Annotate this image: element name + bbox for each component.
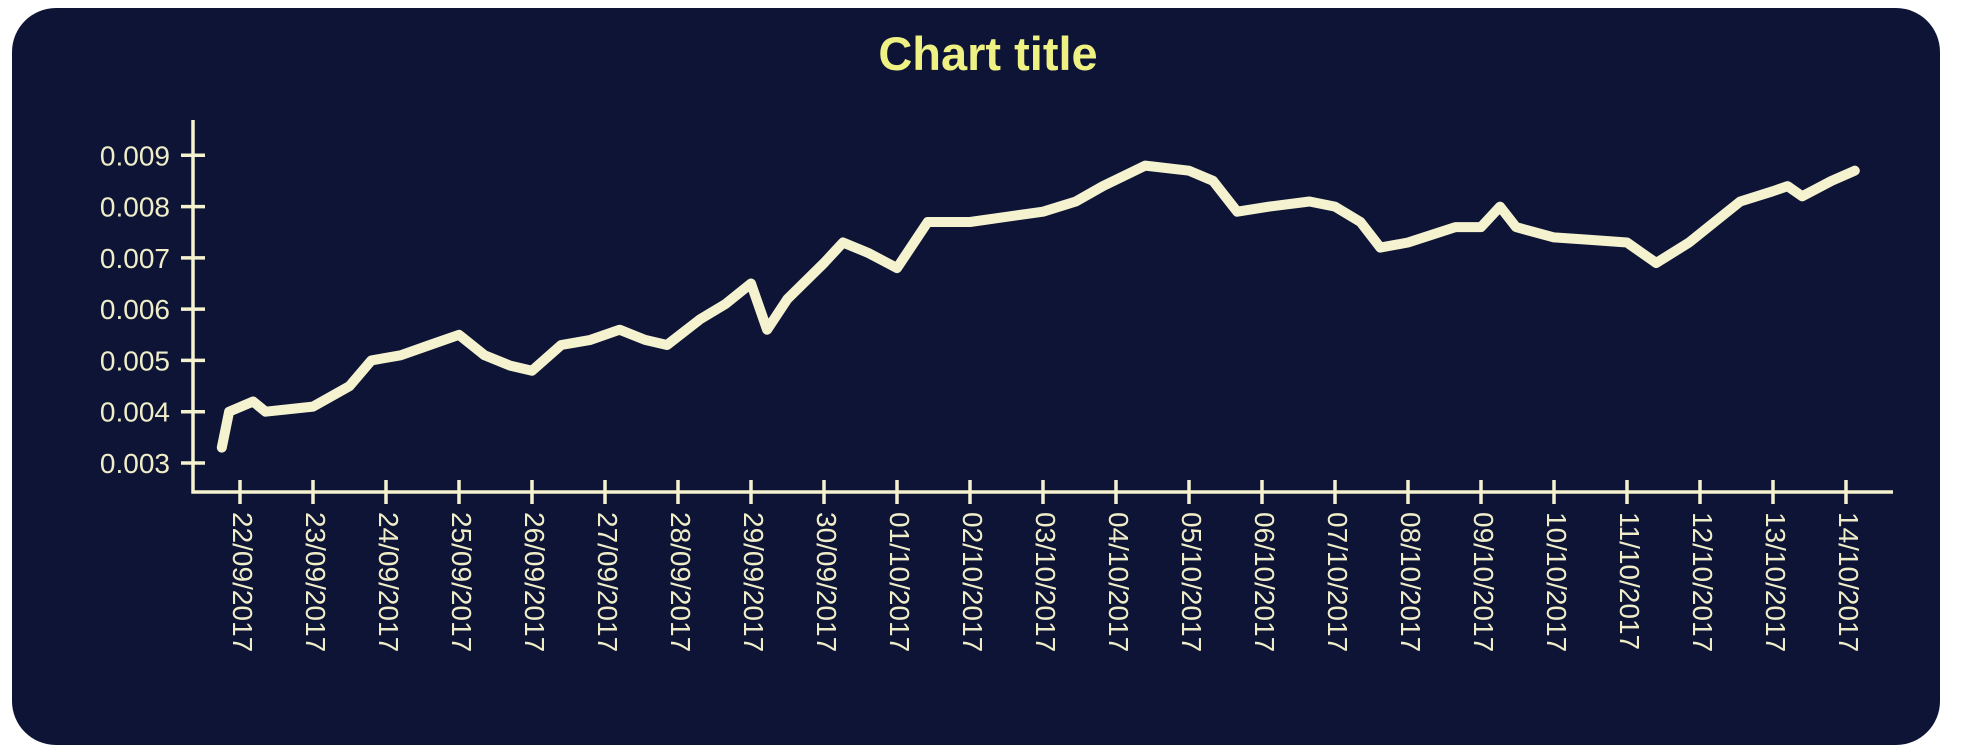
- axis-line: [191, 120, 1893, 494]
- y-tick-label: 0.009: [100, 140, 170, 171]
- x-tick-label: 30/09/2017: [811, 512, 842, 652]
- y-tick-label: 0.008: [100, 192, 170, 223]
- x-tick-label: 05/10/2017: [1176, 512, 1207, 652]
- chart-title: Chart title: [878, 27, 1098, 80]
- x-tick-label: 29/09/2017: [738, 512, 769, 652]
- x-tick-label: 08/10/2017: [1395, 512, 1426, 652]
- x-tick-label: 13/10/2017: [1760, 512, 1791, 652]
- y-axis-labels: 0.003 0.004 0.005 0.006 0.007 0.008 0.009: [100, 140, 170, 479]
- x-tick-label: 02/10/2017: [957, 512, 988, 652]
- x-tick-label: 28/09/2017: [665, 512, 696, 652]
- y-tick-label: 0.006: [100, 294, 170, 325]
- x-tick-label: 03/10/2017: [1030, 512, 1061, 652]
- x-tick-label: 26/09/2017: [519, 512, 550, 652]
- y-axis-ticks: [181, 153, 205, 465]
- y-tick-label: 0.003: [100, 448, 170, 479]
- x-tick-label: 23/09/2017: [300, 512, 331, 652]
- x-tick-label: 24/09/2017: [373, 512, 404, 652]
- x-axis-ticks: [238, 480, 1848, 504]
- x-tick-label: 04/10/2017: [1103, 512, 1134, 652]
- x-tick-label: 25/09/2017: [446, 512, 477, 652]
- x-tick-label: 07/10/2017: [1322, 512, 1353, 652]
- x-tick-label: 10/10/2017: [1541, 512, 1572, 652]
- x-axis-labels: 22/09/2017 23/09/2017 24/09/2017 25/09/2017…: [227, 512, 1864, 652]
- y-tick-label: 0.004: [100, 397, 170, 428]
- axes: [191, 120, 1893, 494]
- x-tick-label: 14/10/2017: [1833, 512, 1864, 652]
- y-tick-label: 0.007: [100, 243, 170, 274]
- x-tick-label: 09/10/2017: [1468, 512, 1499, 652]
- x-tick-label: 27/09/2017: [592, 512, 623, 652]
- x-tick-label: 06/10/2017: [1249, 512, 1280, 652]
- x-tick-label: 01/10/2017: [884, 512, 915, 652]
- chart-card: Chart title: [12, 8, 1940, 745]
- y-tick-label: 0.005: [100, 345, 170, 376]
- x-tick-label: 12/10/2017: [1687, 512, 1718, 652]
- x-tick-label: 11/10/2017: [1614, 512, 1645, 650]
- x-tick-label: 22/09/2017: [227, 512, 258, 652]
- data-series-line: [216, 160, 1860, 453]
